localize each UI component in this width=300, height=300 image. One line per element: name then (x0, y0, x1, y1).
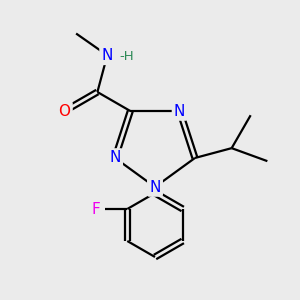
Text: F: F (92, 202, 101, 217)
Text: N: N (110, 151, 121, 166)
Text: -H: -H (119, 50, 134, 63)
Text: N: N (102, 48, 113, 63)
Text: N: N (174, 103, 185, 118)
Text: N: N (149, 179, 161, 194)
Text: O: O (58, 103, 70, 118)
